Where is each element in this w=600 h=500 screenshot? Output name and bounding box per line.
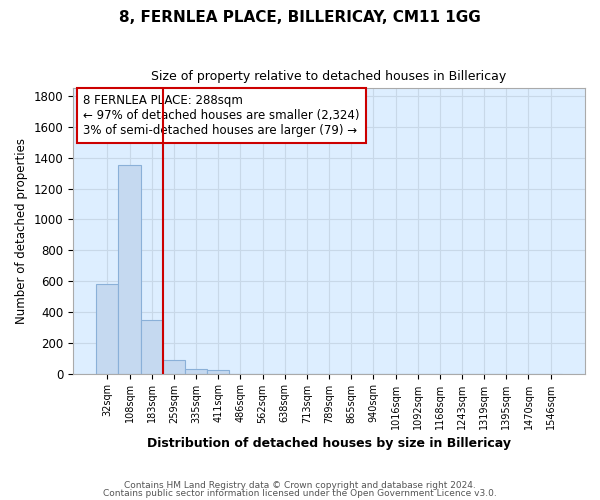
Bar — [207, 370, 229, 374]
Bar — [163, 360, 185, 374]
Bar — [140, 320, 163, 374]
Bar — [96, 284, 118, 374]
Bar — [185, 369, 207, 374]
Bar — [118, 166, 140, 374]
Text: 8 FERNLEA PLACE: 288sqm
← 97% of detached houses are smaller (2,324)
3% of semi-: 8 FERNLEA PLACE: 288sqm ← 97% of detache… — [83, 94, 360, 137]
Title: Size of property relative to detached houses in Billericay: Size of property relative to detached ho… — [151, 70, 506, 83]
Text: 8, FERNLEA PLACE, BILLERICAY, CM11 1GG: 8, FERNLEA PLACE, BILLERICAY, CM11 1GG — [119, 10, 481, 25]
Text: Contains public sector information licensed under the Open Government Licence v3: Contains public sector information licen… — [103, 488, 497, 498]
Text: Contains HM Land Registry data © Crown copyright and database right 2024.: Contains HM Land Registry data © Crown c… — [124, 481, 476, 490]
Y-axis label: Number of detached properties: Number of detached properties — [15, 138, 28, 324]
X-axis label: Distribution of detached houses by size in Billericay: Distribution of detached houses by size … — [147, 437, 511, 450]
